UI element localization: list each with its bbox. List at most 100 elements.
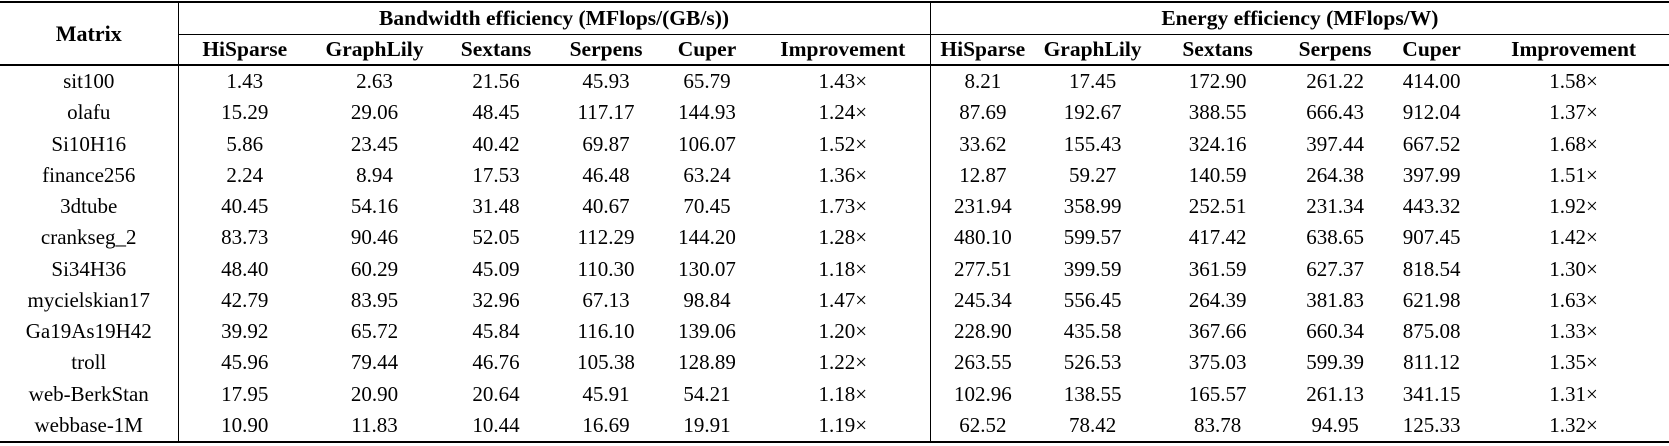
table-cell: 1.42× xyxy=(1549,225,1598,250)
table-cell: 435.58 xyxy=(1063,319,1122,344)
table-cell: 52.05 xyxy=(472,225,520,250)
table-cell: 144.20 xyxy=(678,225,736,250)
table-cell: 228.90 xyxy=(929,316,1036,348)
table-cell: 1.20× xyxy=(818,319,868,344)
table-cell: 245.34 xyxy=(929,284,1036,316)
table-cell: 526.53 xyxy=(1063,350,1122,375)
table-cell: 8.94 xyxy=(356,162,393,187)
table-cell: 117.17 xyxy=(577,100,635,125)
table-cell: 1.68× xyxy=(1549,131,1598,156)
matrix-name: finance256 xyxy=(42,162,136,187)
table-cell: 69.87 xyxy=(582,131,630,156)
table-cell: 48.45 xyxy=(472,100,520,125)
table-cell: 45.93 xyxy=(582,69,630,94)
table-row: 3dtube 40.45 54.16 31.48 40.67 70.45 1.73× 231.… xyxy=(0,191,1669,223)
table-cell: 20.64 xyxy=(472,381,520,406)
table-cell: 1.43× xyxy=(818,69,868,94)
table-cell: 98.84 xyxy=(683,287,731,312)
table-cell: 106.07 xyxy=(678,131,736,156)
table-cell: 231.94 xyxy=(929,191,1036,223)
subheader-bandwidth-sextans: Sextans xyxy=(438,34,554,66)
subheader-bandwidth-cuper: Cuper xyxy=(658,34,756,66)
table-row: Si34H36 48.40 60.29 45.09 110.30 130.07 1.18× 2… xyxy=(0,253,1669,285)
table-cell: 139.06 xyxy=(678,319,736,344)
table-cell: 1.47× xyxy=(818,287,868,312)
table-row: webbase-1M 10.90 11.83 10.44 16.69 19.91 1.19×… xyxy=(0,409,1669,442)
table-cell: 45.09 xyxy=(472,256,520,281)
table-cell: 83.78 xyxy=(1193,412,1242,437)
table-cell: 252.51 xyxy=(1188,194,1247,219)
table-cell: 1.22× xyxy=(818,350,868,375)
table-cell: 1.28× xyxy=(818,225,868,250)
table-cell: 414.00 xyxy=(1402,69,1461,94)
subheader-bandwidth-improvement: Improvement xyxy=(756,34,931,66)
table-cell: 21.56 xyxy=(472,69,520,94)
subheader-energy-hisparse: HiSparse xyxy=(929,34,1036,66)
table-cell: 29.06 xyxy=(350,100,399,125)
table-cell: 1.37× xyxy=(1549,100,1598,125)
table-row: finance256 2.24 8.94 17.53 46.48 63.24 1.36× 12… xyxy=(0,159,1669,191)
subheader-bandwidth-serpens: Serpens xyxy=(554,34,658,66)
table-cell: 32.96 xyxy=(472,287,520,312)
subheader-row: HiSparse GraphLily Sextans Serpens Cuper Impr… xyxy=(0,34,1669,66)
table-cell: 165.57 xyxy=(1188,381,1247,406)
table-cell: 17.95 xyxy=(177,378,311,410)
table-cell: 40.67 xyxy=(582,194,630,219)
subheader-energy-improvement: Improvement xyxy=(1478,34,1669,66)
matrix-name: web-BerkStan xyxy=(28,381,149,406)
table-cell: 20.90 xyxy=(350,381,399,406)
table-cell: 59.27 xyxy=(1068,162,1117,187)
table-cell: 45.91 xyxy=(582,381,630,406)
table-cell: 54.16 xyxy=(350,194,399,219)
table-cell: 70.45 xyxy=(683,194,731,219)
table-cell: 46.76 xyxy=(472,350,520,375)
group-header-energy-efficiency: Energy efficiency (MFlops/W) xyxy=(929,2,1669,35)
matrix-name: sit100 xyxy=(63,69,115,94)
table-cell: 45.84 xyxy=(472,319,520,344)
table-cell: 10.44 xyxy=(472,412,520,437)
table-cell: 17.53 xyxy=(472,162,520,187)
table-cell: 231.34 xyxy=(1306,194,1364,219)
table-cell: 102.96 xyxy=(929,378,1036,410)
table-cell: 261.13 xyxy=(1306,381,1364,406)
table-row: web-BerkStan 17.95 20.90 20.64 45.91 54.21 1.1… xyxy=(0,378,1669,410)
table-cell: 65.72 xyxy=(350,319,399,344)
table-cell: 1.24× xyxy=(818,100,868,125)
table-cell: 46.48 xyxy=(582,162,630,187)
table-cell: 54.21 xyxy=(683,381,731,406)
table-cell: 627.37 xyxy=(1306,256,1364,281)
table-cell: 1.58× xyxy=(1549,69,1598,94)
table-cell: 2.24 xyxy=(177,159,311,191)
table-cell: 1.19× xyxy=(818,412,868,437)
table-cell: 599.57 xyxy=(1063,225,1122,250)
table-cell: 907.45 xyxy=(1402,225,1461,250)
matrix-column-header: Matrix xyxy=(0,2,178,66)
table-row: olafu 15.29 29.06 48.45 117.17 144.93 1.24× 87.… xyxy=(0,97,1669,129)
table-cell: 1.32× xyxy=(1549,412,1598,437)
table-cell: 87.69 xyxy=(929,97,1036,129)
table-cell: 83.95 xyxy=(350,287,399,312)
table-cell: 192.67 xyxy=(1063,100,1122,125)
table-cell: 638.65 xyxy=(1306,225,1364,250)
table-cell: 261.22 xyxy=(1306,69,1364,94)
table-cell: 11.83 xyxy=(351,412,398,437)
table-cell: 1.31× xyxy=(1549,381,1598,406)
matrix-name: mycielskian17 xyxy=(27,287,150,312)
table-cell: 23.45 xyxy=(350,131,399,156)
table-cell: 666.43 xyxy=(1306,100,1364,125)
table-cell: 621.98 xyxy=(1402,287,1461,312)
table-cell: 1.35× xyxy=(1549,350,1598,375)
table-header: Matrix Bandwidth efficiency (MFlops/(GB/… xyxy=(0,2,1669,66)
table-cell: 443.32 xyxy=(1402,194,1461,219)
table-cell: 110.30 xyxy=(577,256,635,281)
table-cell: 277.51 xyxy=(929,253,1036,285)
table-cell: 381.83 xyxy=(1306,287,1364,312)
table-row: sit100 1.43 2.63 21.56 45.93 65.79 1.43× 8.21 17… xyxy=(0,65,1669,98)
table-cell: 361.59 xyxy=(1188,256,1247,281)
matrix-name: 3dtube xyxy=(60,194,118,219)
table-cell: 83.73 xyxy=(177,222,311,254)
table-cell: 1.33× xyxy=(1549,319,1598,344)
table-cell: 2.63 xyxy=(356,69,393,94)
matrix-name: Si10H16 xyxy=(51,131,127,156)
table-cell: 116.10 xyxy=(577,319,635,344)
